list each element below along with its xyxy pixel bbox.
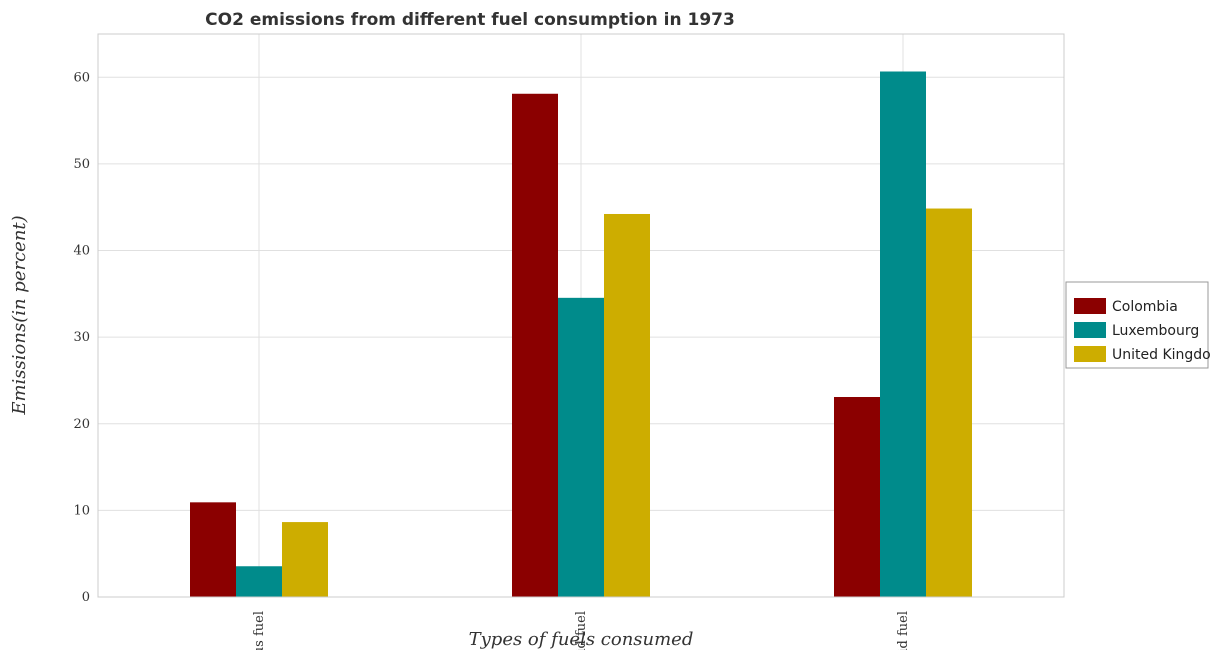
legend-swatch [1074, 346, 1106, 362]
x-tick-label: Liquid fuel [574, 611, 589, 650]
bar-united-kingdom [604, 213, 650, 598]
bar-luxembourg [558, 297, 604, 597]
legend-label: United Kingdom [1112, 347, 1210, 363]
x-axis-label: Types of fuels consumed [469, 629, 694, 650]
y-tick-label: 40 [73, 244, 90, 259]
x-tick-label: Solid fuel [896, 611, 911, 650]
bar-luxembourg [236, 566, 282, 597]
bars [190, 71, 972, 598]
y-tick-label: 30 [73, 330, 90, 345]
bar-luxembourg [880, 71, 926, 598]
y-tick-label: 20 [73, 417, 90, 432]
bar-united-kingdom [282, 522, 328, 597]
bar-colombia [834, 397, 880, 597]
plot-frame [97, 33, 1065, 598]
legend: Colombia Luxembourg United Kingdom [1065, 281, 1210, 369]
legend-label: Colombia [1112, 299, 1178, 315]
y-axis-label: Emissions(in percent) [9, 215, 30, 415]
y-tick-label: 10 [73, 503, 90, 518]
legend-swatch [1074, 322, 1106, 338]
y-tick-label: 60 [73, 70, 90, 85]
chart-title: CO2 emissions from different fuel consum… [205, 10, 735, 30]
axis-ticks: 0 10 20 30 40 50 60 Gaseous fuel Liquid fuel Soli… [73, 70, 911, 650]
x-tick-label: Gaseous fuel [252, 611, 267, 650]
legend-label: Luxembourg [1112, 323, 1199, 339]
bar-united-kingdom [926, 208, 972, 597]
bar-colombia [190, 502, 236, 597]
bar-colombia [512, 93, 558, 597]
y-tick-label: 50 [73, 157, 90, 172]
y-tick-label: 0 [82, 590, 90, 605]
legend-swatch [1074, 298, 1106, 314]
